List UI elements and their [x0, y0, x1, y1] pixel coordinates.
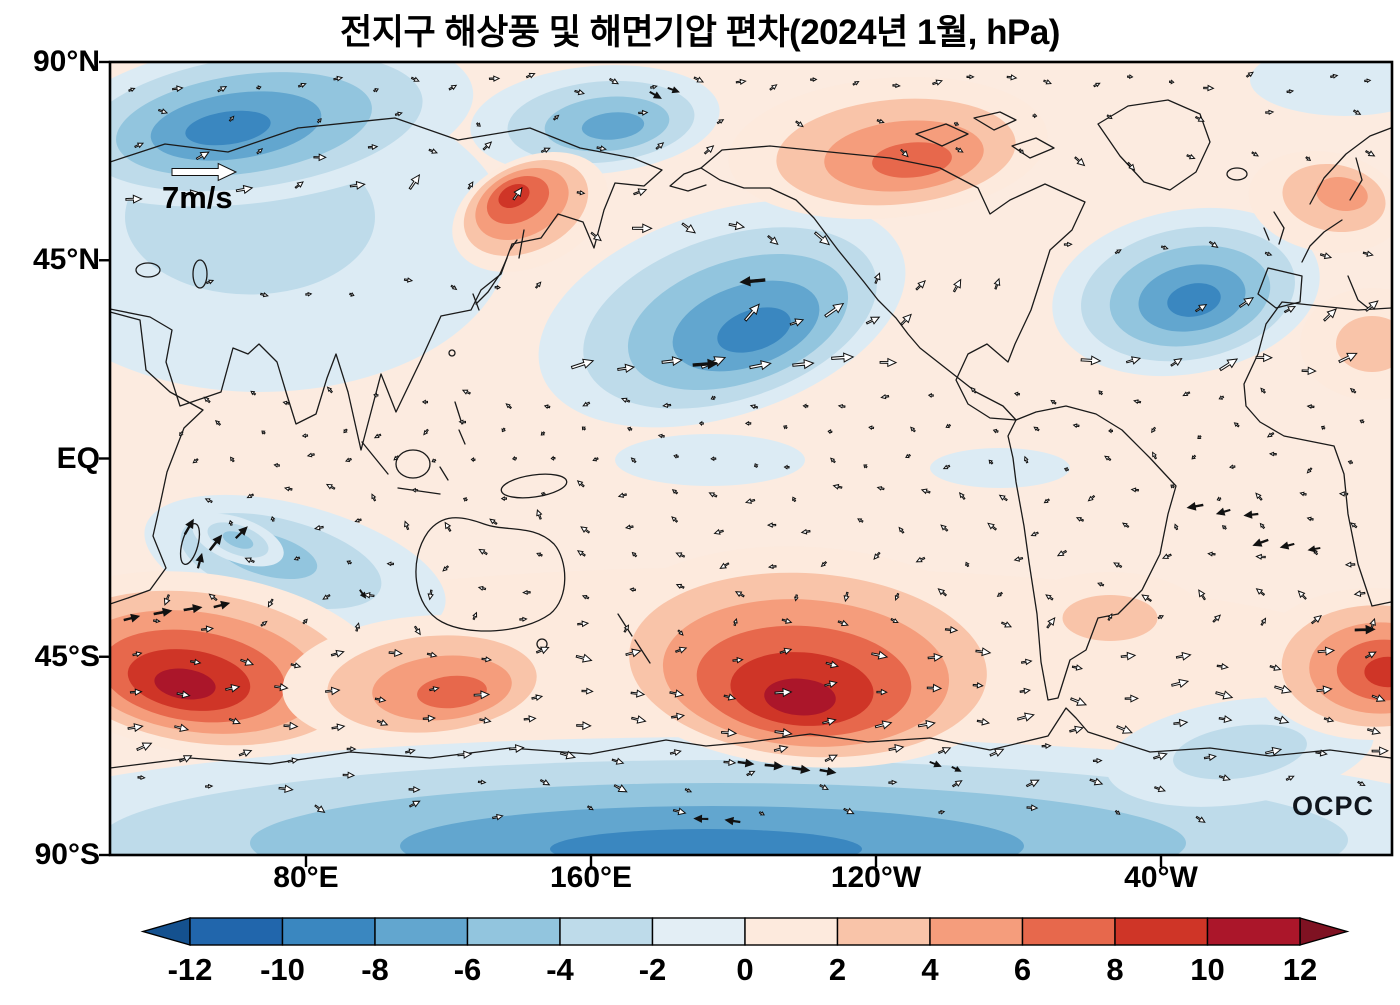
colorbar-segment: [1114, 917, 1209, 946]
colorbar-tick-label: 0: [736, 952, 754, 987]
colorbar-tick-label: -6: [453, 952, 482, 987]
colorbar-tick-label: 10: [1190, 952, 1225, 987]
x-axis-label: 40°W: [1124, 861, 1198, 894]
colorbar-under-arrow: [140, 917, 191, 946]
colorbar-over-arrow: [1299, 917, 1350, 946]
y-axis-label: EQ: [56, 441, 100, 475]
colorbar-segment: [281, 917, 376, 946]
colorbar-tick-label: 2: [828, 952, 847, 987]
continent-outlines: [110, 99, 1392, 769]
colorbar-segment: [559, 917, 654, 946]
colorbar-segment: [929, 917, 1024, 946]
colorbar-tick-label: -10: [260, 952, 305, 987]
wind-vector-field: [123, 71, 1389, 826]
colorbar-segment: [1206, 917, 1301, 946]
watermark-ocpc: OCPC: [1292, 791, 1375, 821]
colorbar-tick-label: -12: [167, 952, 213, 987]
colorbar-segment: [1021, 917, 1116, 946]
colorbar-segment: [374, 917, 469, 946]
colorbar-segment: [744, 917, 839, 946]
colorbar-tick-label: 12: [1282, 952, 1318, 987]
pressure-anomaly-field: [110, 62, 1392, 855]
colorbar-segment: [651, 917, 746, 946]
y-axis-label: 45°N: [32, 243, 100, 277]
x-axis-label: 160°E: [549, 861, 633, 894]
map-frame: [99, 60, 1394, 867]
colorbar-segment: [836, 917, 931, 946]
map-area: [110, 62, 1392, 855]
chart-title: 전지구 해상풍 및 해면기압 편차(2024년 1월, hPa): [340, 13, 1060, 52]
colorbar-tick-label: -8: [361, 952, 389, 987]
colorbar-segment: [466, 917, 561, 946]
colorbar-tick-label: 6: [1013, 952, 1032, 987]
x-axis-label: 80°E: [273, 861, 339, 894]
y-axis-label: 90°N: [32, 45, 100, 78]
x-axis-label: 120°W: [830, 861, 922, 894]
y-axis-label: 45°S: [34, 639, 100, 673]
colorbar-tick-label: 8: [1106, 952, 1124, 987]
colorbar-segment: [189, 917, 284, 946]
y-axis-label: 90°S: [34, 838, 100, 871]
colorbar-tick-label: 4: [921, 952, 939, 987]
colorbar-tick-label: -2: [638, 952, 667, 987]
colorbar: [140, 917, 1350, 946]
reference-vector-label: 7m/s: [162, 180, 233, 215]
colorbar-tick-label: -4: [546, 952, 574, 987]
